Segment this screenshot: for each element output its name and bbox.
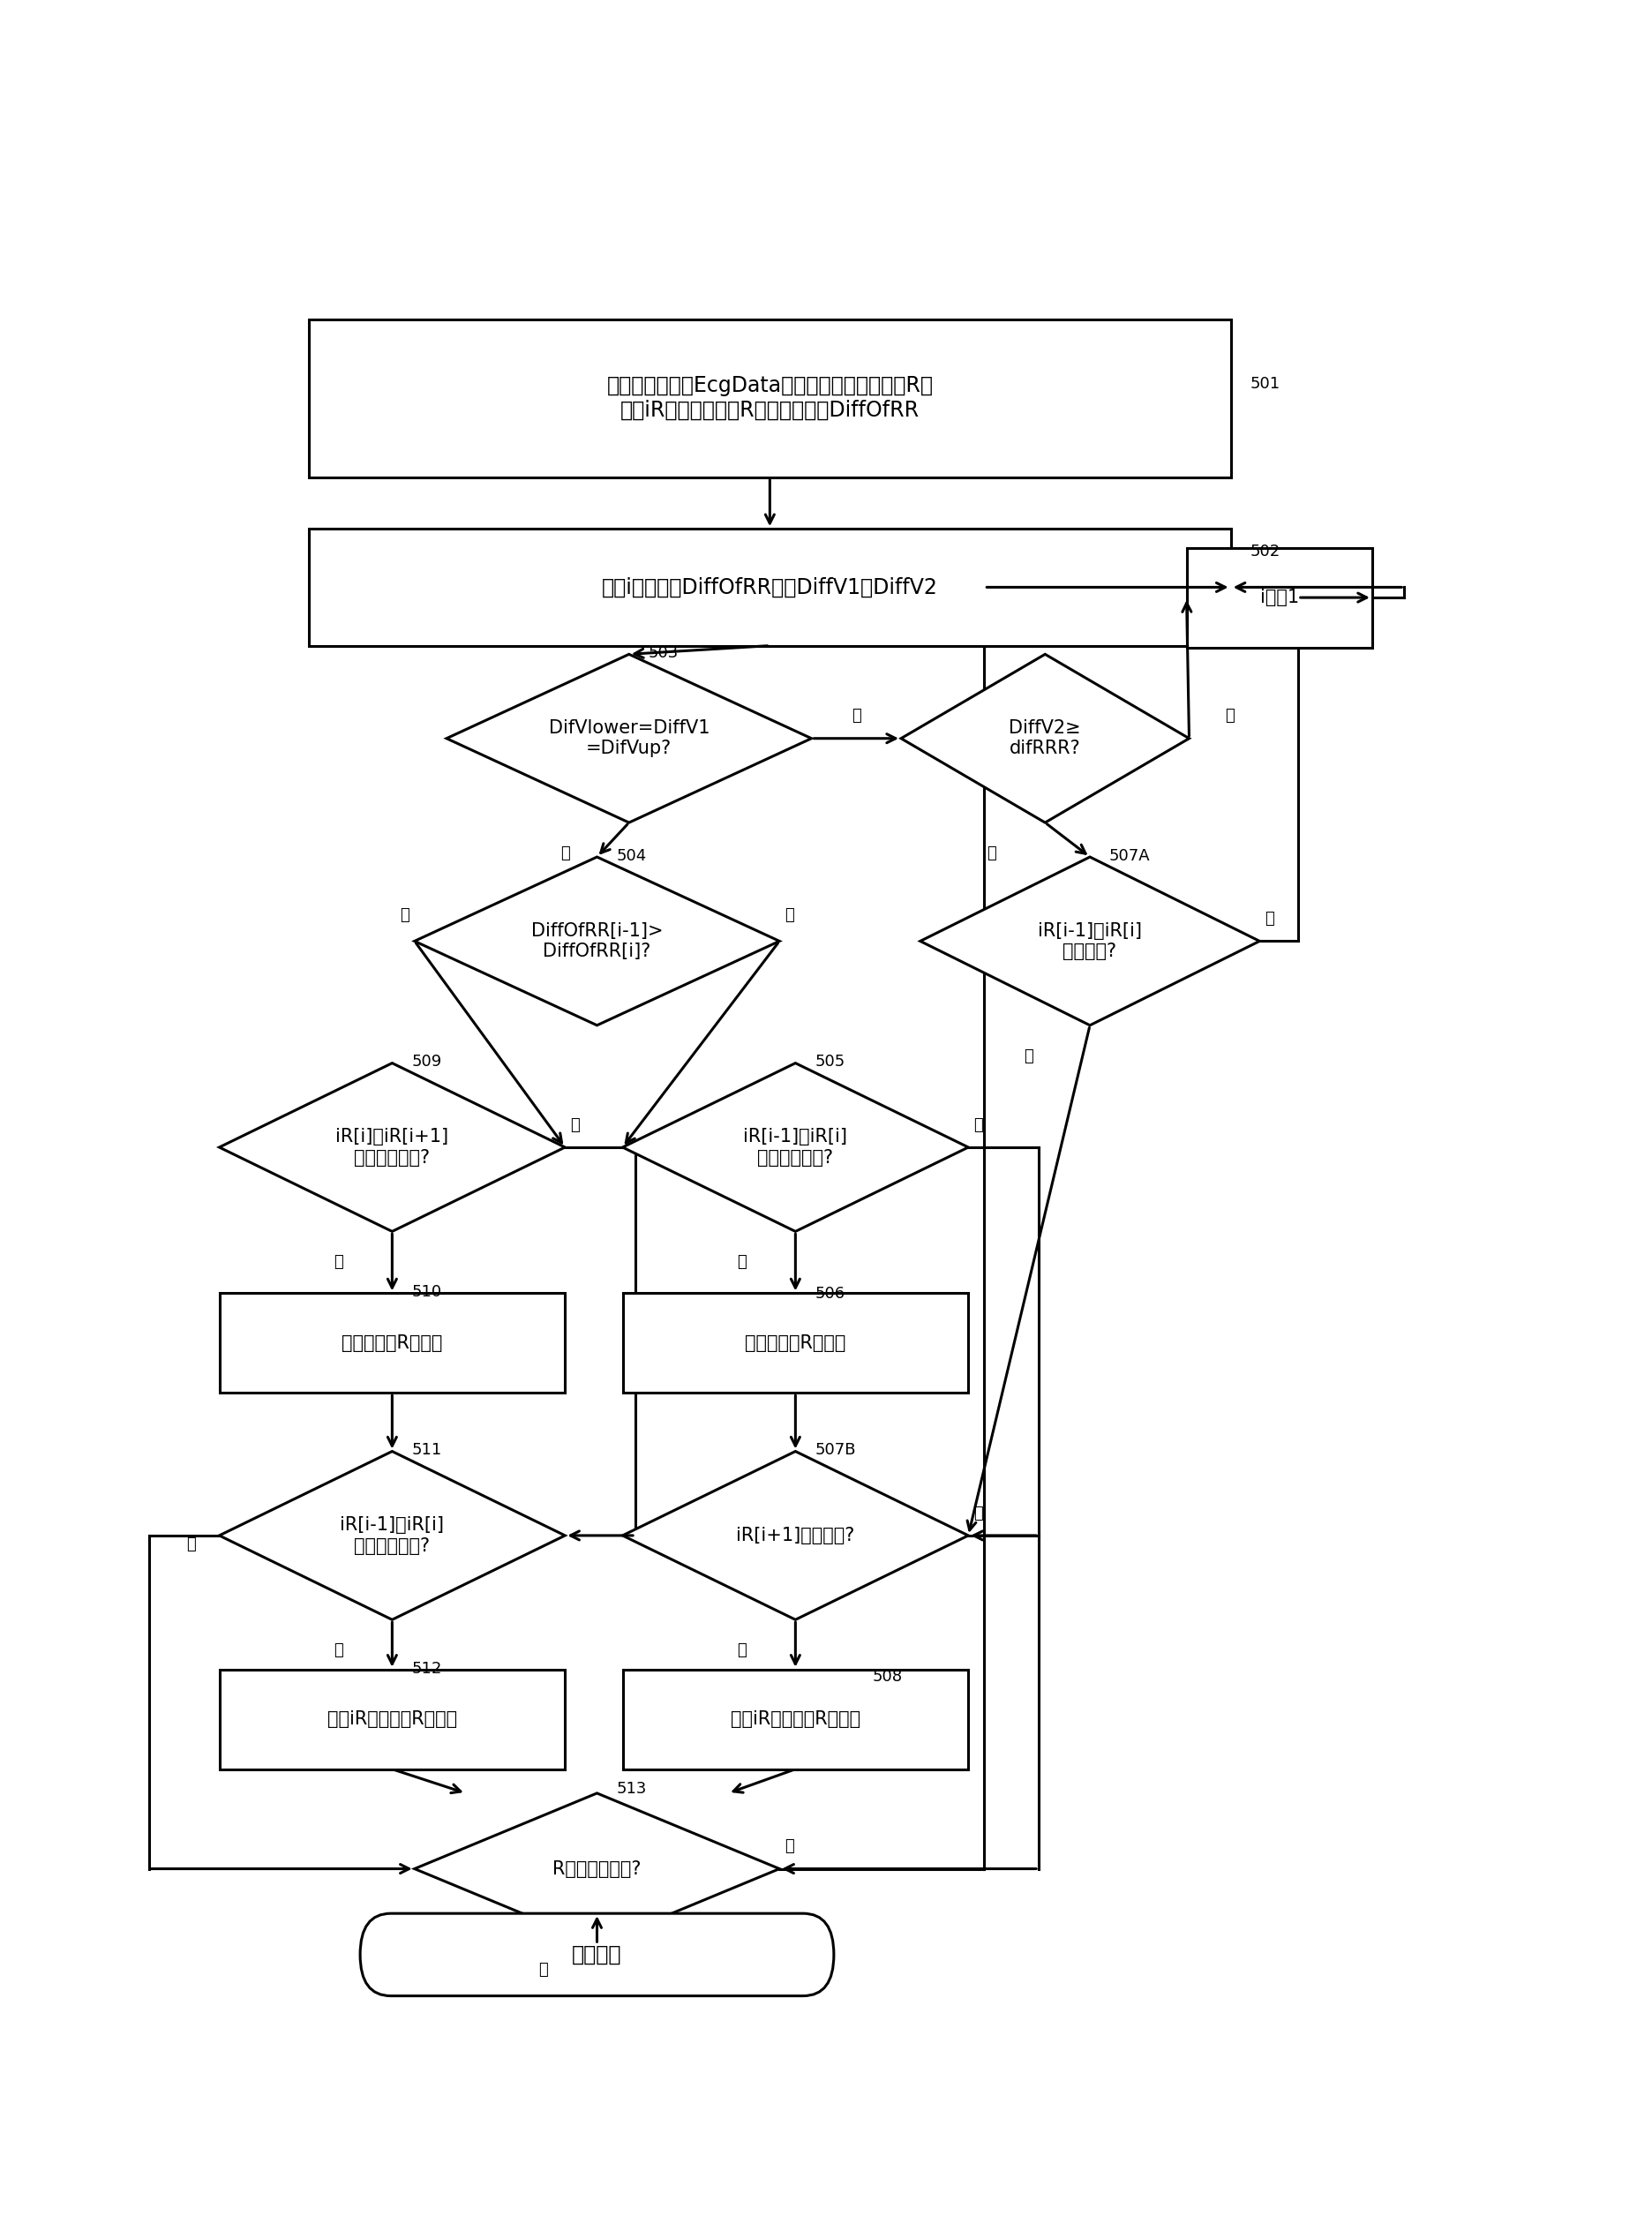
Text: 是: 是 xyxy=(851,707,861,725)
Text: 否: 否 xyxy=(187,1537,197,1553)
Polygon shape xyxy=(623,1452,968,1620)
Text: 删除iR中虚检的R波位置: 删除iR中虚检的R波位置 xyxy=(730,1711,861,1729)
Text: R波位置检测完?: R波位置检测完? xyxy=(553,1861,641,1879)
Text: 505: 505 xyxy=(814,1053,844,1071)
Text: 503: 503 xyxy=(648,645,679,660)
Text: 504: 504 xyxy=(616,848,646,863)
FancyBboxPatch shape xyxy=(309,529,1231,645)
Polygon shape xyxy=(446,654,811,823)
Polygon shape xyxy=(220,1452,565,1620)
Text: 否: 否 xyxy=(400,908,410,924)
Text: 是: 是 xyxy=(1226,707,1234,725)
Text: DifVlower=DiffV1
=DifVup?: DifVlower=DiffV1 =DifVup? xyxy=(548,718,709,759)
FancyBboxPatch shape xyxy=(1186,549,1373,647)
Text: 在心电原始数据EcgData中计算各前后相邻两个R波
位置iR的差值，获得R波间隔值序列DiffOfRR: 在心电原始数据EcgData中计算各前后相邻两个R波 位置iR的差值，获得R波间… xyxy=(606,375,933,422)
Text: 否: 否 xyxy=(785,1838,795,1854)
Polygon shape xyxy=(900,654,1189,823)
FancyBboxPatch shape xyxy=(220,1294,565,1392)
Polygon shape xyxy=(623,1064,968,1232)
FancyBboxPatch shape xyxy=(220,1669,565,1769)
Polygon shape xyxy=(920,857,1259,1026)
FancyBboxPatch shape xyxy=(309,319,1231,477)
Text: 513: 513 xyxy=(616,1780,646,1796)
Text: 是: 是 xyxy=(785,908,795,924)
Text: iR[i-1]到iR[i]
区间是否虚检?: iR[i-1]到iR[i] 区间是否虚检? xyxy=(340,1517,444,1555)
Text: 508: 508 xyxy=(872,1669,902,1684)
Text: iR[i-1]或iR[i]
是否虚检?: iR[i-1]或iR[i] 是否虚检? xyxy=(1037,921,1142,959)
Text: 510: 510 xyxy=(411,1285,441,1301)
Text: 否: 否 xyxy=(1265,910,1275,926)
Text: DiffOfRR[i-1]>
DiffOfRR[i]?: DiffOfRR[i-1]> DiffOfRR[i]? xyxy=(530,921,662,959)
Text: 否: 否 xyxy=(570,1118,580,1133)
Text: 是: 是 xyxy=(737,1642,747,1658)
Text: 否: 否 xyxy=(973,1118,983,1133)
Text: 补充漏检的R波位置: 补充漏检的R波位置 xyxy=(745,1334,846,1352)
Polygon shape xyxy=(415,1794,780,1945)
Text: 507A: 507A xyxy=(1108,848,1150,863)
Text: 删除iR中虚检的R波位置: 删除iR中虚检的R波位置 xyxy=(327,1711,458,1729)
Text: 是: 是 xyxy=(737,1254,747,1269)
Text: iR[i+1]是否虚检?: iR[i+1]是否虚检? xyxy=(737,1526,854,1544)
Text: 设定i值，根据DiffOfRR计算DiffV1和DiffV2: 设定i值，根据DiffOfRR计算DiffV1和DiffV2 xyxy=(601,576,938,598)
Text: 是: 是 xyxy=(334,1642,344,1658)
Text: i增加1: i增加1 xyxy=(1260,589,1298,607)
Text: 507B: 507B xyxy=(814,1441,856,1459)
Text: 512: 512 xyxy=(411,1660,441,1675)
Text: 501: 501 xyxy=(1251,375,1280,390)
Text: 否: 否 xyxy=(560,846,570,861)
Text: iR[i-1]到iR[i]
区间是否漏检?: iR[i-1]到iR[i] 区间是否漏检? xyxy=(743,1129,847,1167)
Text: 补充漏检的R波位置: 补充漏检的R波位置 xyxy=(342,1334,443,1352)
Text: 是: 是 xyxy=(1024,1049,1032,1064)
Text: 否: 否 xyxy=(973,1506,983,1522)
Text: 509: 509 xyxy=(411,1053,441,1071)
Text: iR[i]到iR[i+1]
区间是否漏检?: iR[i]到iR[i+1] 区间是否漏检? xyxy=(335,1129,449,1167)
Text: 结束检测: 结束检测 xyxy=(572,1943,621,1966)
Text: 502: 502 xyxy=(1251,544,1280,560)
Text: 是: 是 xyxy=(334,1254,344,1269)
Text: DiffV2≥
difRRR?: DiffV2≥ difRRR? xyxy=(1009,718,1080,759)
Text: 否: 否 xyxy=(986,846,996,861)
Text: 是: 是 xyxy=(539,1963,548,1979)
FancyBboxPatch shape xyxy=(623,1669,968,1769)
Polygon shape xyxy=(415,857,780,1026)
Text: 511: 511 xyxy=(411,1441,441,1459)
FancyBboxPatch shape xyxy=(623,1294,968,1392)
Text: 506: 506 xyxy=(814,1285,844,1303)
FancyBboxPatch shape xyxy=(360,1914,834,1997)
Polygon shape xyxy=(220,1064,565,1232)
